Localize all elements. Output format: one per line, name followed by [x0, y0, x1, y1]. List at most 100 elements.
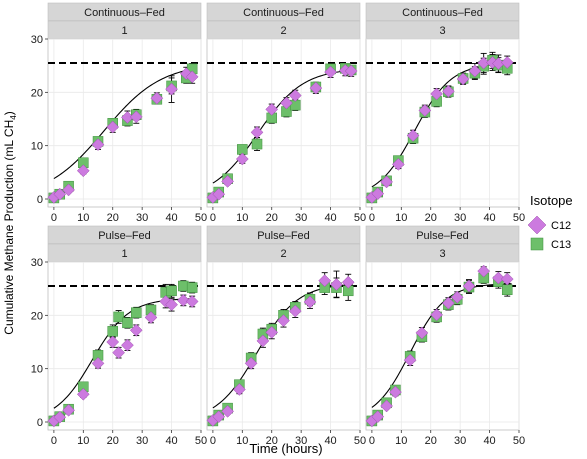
- x-tick-label: 40: [165, 435, 177, 447]
- point-c12: [492, 271, 505, 285]
- point-c12: [256, 334, 270, 348]
- strip-bottom-label: 1: [121, 248, 127, 260]
- point-c12: [62, 183, 75, 197]
- y-tick-label: 30: [31, 257, 43, 269]
- point-c12: [62, 403, 75, 417]
- legend-label-c13: C13: [551, 239, 571, 251]
- point-c12: [288, 304, 302, 318]
- point-c12: [389, 385, 402, 399]
- x-tick-label: 40: [324, 435, 336, 447]
- x-tick-label: 30: [136, 435, 148, 447]
- facet-strip: Pulse–Fed 2: [206, 225, 361, 262]
- x-tick-label: 50: [354, 435, 366, 447]
- x-tick-label: 0: [51, 435, 57, 447]
- y-tick-label: 0: [37, 194, 43, 206]
- point-c12: [233, 383, 246, 396]
- point-c13: [501, 284, 513, 295]
- strip-top-label: Pulse–Fed: [257, 230, 310, 242]
- point-c12: [91, 138, 105, 151]
- strip-top-box: [206, 2, 361, 21]
- point-c12: [91, 356, 105, 370]
- strip-top-box: [365, 2, 520, 21]
- strip-top-label: Pulse–Fed: [98, 230, 151, 242]
- x-tick-label: 10: [395, 435, 407, 447]
- x-tick-label: 10: [77, 435, 89, 447]
- legend-c13-square-icon: [530, 237, 544, 251]
- series-c12-points: [206, 274, 355, 427]
- strip-top-box: [47, 225, 202, 244]
- strip-top-label: Continuous–Fed: [402, 7, 483, 19]
- y-tick-label: 10: [31, 141, 43, 153]
- point-c12: [112, 346, 125, 360]
- point-c12: [165, 298, 178, 312]
- point-c12: [456, 72, 470, 86]
- gridlines: [366, 261, 520, 430]
- x-tick-label: 40: [324, 212, 336, 224]
- x-tick-label: 50: [513, 435, 525, 447]
- point-c12: [442, 84, 455, 98]
- point-c12: [344, 64, 358, 78]
- x-tick-label: 50: [195, 212, 207, 224]
- x-axis: 0 10 20 30 40 50: [51, 430, 207, 447]
- strip-bottom-label: 1: [121, 25, 127, 37]
- facet-strip: Continuous–Fed 2: [206, 2, 361, 39]
- strip-bottom-box: [365, 243, 520, 262]
- strip-top-box: [47, 2, 202, 21]
- x-tick-label: 0: [210, 435, 216, 447]
- point-c12: [442, 296, 455, 310]
- x-tick-label: 10: [236, 212, 248, 224]
- y-axis: 0 10 20 30: [31, 257, 48, 429]
- point-c12: [415, 326, 429, 340]
- x-tick-label: 30: [295, 212, 307, 224]
- x-axis: 0 10 20 30 40 50: [369, 430, 525, 447]
- point-c12: [468, 64, 482, 78]
- point-c12: [212, 410, 226, 424]
- y-axis-title-close: ): [2, 111, 16, 115]
- strip-bottom-label: 2: [280, 25, 286, 37]
- point-c12: [106, 120, 120, 134]
- point-c12: [380, 399, 393, 413]
- point-c12: [265, 326, 279, 339]
- x-tick-label: 40: [165, 212, 177, 224]
- point-c12: [500, 56, 514, 69]
- series-c12-points: [47, 294, 199, 428]
- point-c12: [235, 152, 249, 166]
- x-tick-label: 20: [266, 435, 278, 447]
- y-axis-title: Cumulative Methane Production (mL CH4): [2, 111, 18, 334]
- legend-title: Isotope: [530, 193, 573, 208]
- point-c12: [406, 129, 420, 142]
- point-c13: [113, 311, 124, 323]
- point-c12: [500, 272, 514, 286]
- legend-key-c12: C12: [527, 215, 571, 235]
- point-c13: [122, 317, 133, 329]
- point-c12: [129, 323, 143, 337]
- legend-c12-diamond-icon: [527, 215, 547, 235]
- point-c12: [53, 410, 67, 424]
- point-c13: [251, 138, 263, 150]
- x-tick-label: 40: [483, 212, 495, 224]
- y-tick-label: 30: [31, 34, 43, 46]
- legend-label-c12: C12: [551, 220, 571, 232]
- x-tick-label: 20: [266, 212, 278, 224]
- x-tick-label: 10: [236, 435, 248, 447]
- point-c12: [462, 279, 476, 293]
- point-c12: [303, 295, 317, 309]
- x-tick-label: 0: [210, 212, 216, 224]
- x-tick-label: 20: [425, 212, 437, 224]
- strip-top-label: Continuous–Fed: [84, 7, 165, 19]
- x-tick-label: 10: [395, 212, 407, 224]
- point-c12: [450, 290, 464, 304]
- x-tick-label: 30: [454, 435, 466, 447]
- x-axis-title: Time (hours): [249, 441, 322, 456]
- x-tick-label: 0: [369, 435, 375, 447]
- x-tick-label: 0: [51, 212, 57, 224]
- point-c12: [403, 353, 417, 367]
- point-c12: [380, 175, 393, 189]
- point-c13: [131, 307, 142, 318]
- strip-top-box: [206, 225, 361, 244]
- legend: Isotope C12 C13: [527, 193, 573, 251]
- y-tick-label: 20: [31, 87, 43, 99]
